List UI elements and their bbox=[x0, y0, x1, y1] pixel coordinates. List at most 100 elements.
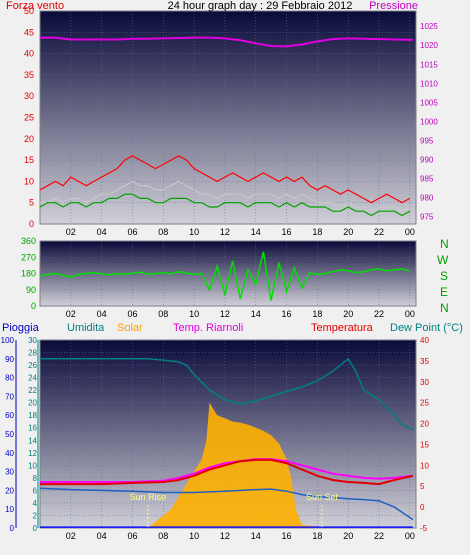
pressure-label: Pressione bbox=[369, 0, 418, 12]
humidity-series bbox=[40, 357, 414, 431]
rain-y-tick: 30 bbox=[5, 468, 14, 477]
solar-series bbox=[147, 402, 322, 528]
temp-y-tick: 10 bbox=[420, 461, 429, 470]
humidity-y-tick: 4 bbox=[33, 499, 38, 508]
sun-annotations: Sun Rise Sun Set bbox=[130, 492, 339, 528]
direction-x-tick: 18 bbox=[312, 309, 322, 319]
temperature-x-tick: 22 bbox=[374, 531, 384, 541]
rain-y-tick: 20 bbox=[5, 486, 14, 495]
humidity-y-tick: 18 bbox=[28, 411, 37, 420]
rain-y-tick: 10 bbox=[5, 505, 14, 514]
pressure-y-tick: 975 bbox=[420, 212, 434, 221]
humidity-y-tick: 14 bbox=[28, 436, 37, 445]
dew-point-label: Dew Point (°C) bbox=[390, 322, 463, 334]
pressure-y-tick: 1000 bbox=[420, 117, 438, 126]
wind-x-tick: 12 bbox=[220, 227, 230, 237]
temperature-x-tick: 00 bbox=[405, 531, 415, 541]
temperature-x-tick: 04 bbox=[97, 531, 107, 541]
rain-y-tick: 70 bbox=[5, 392, 14, 401]
humidity-y-tick: 28 bbox=[28, 349, 37, 358]
wind-panel bbox=[39, 10, 417, 225]
wind-y-tick: 35 bbox=[24, 70, 34, 80]
wind-y-tick: 15 bbox=[24, 155, 34, 165]
temperature-x-tick: 08 bbox=[158, 531, 168, 541]
wind-x-tick: 22 bbox=[374, 227, 384, 237]
pressure-y-tick: 1025 bbox=[420, 22, 438, 31]
humidity-y-tick: 26 bbox=[28, 361, 37, 370]
sunset-label: Sun Set bbox=[306, 492, 339, 502]
temp-y-tick: 5 bbox=[420, 482, 425, 491]
wind-speed-label: Forza vento bbox=[6, 0, 64, 12]
temp-y-tick: -5 bbox=[420, 524, 428, 533]
temperature-x-tick: 02 bbox=[66, 531, 76, 541]
direction-y-tick: 270 bbox=[21, 252, 36, 262]
humidity-y-tick: 12 bbox=[28, 449, 37, 458]
temperature-x-tick: 12 bbox=[220, 531, 230, 541]
direction-x-tick: 12 bbox=[220, 309, 230, 319]
wind-x-tick: 00 bbox=[405, 227, 415, 237]
humidity-y-tick: 30 bbox=[28, 336, 37, 345]
wind-y-tick: 30 bbox=[24, 91, 34, 101]
humidity-y-tick: 20 bbox=[28, 399, 37, 408]
temperature-x-tick: 16 bbox=[282, 531, 292, 541]
compass-e: E bbox=[440, 285, 448, 299]
temp-y-tick: 40 bbox=[420, 336, 429, 345]
wind-y-tick: 20 bbox=[24, 134, 34, 144]
temp-y-tick: 15 bbox=[420, 440, 429, 449]
direction-y-tick: 0 bbox=[31, 301, 36, 311]
direction-x-tick: 10 bbox=[189, 309, 199, 319]
rain-y-tick: 90 bbox=[5, 355, 14, 364]
pressure-y-tick: 1015 bbox=[420, 60, 438, 69]
humidity-y-tick: 0 bbox=[33, 524, 38, 533]
wind_line-line bbox=[40, 180, 411, 212]
temp-y-tick: 0 bbox=[420, 503, 425, 512]
indoor-temp-label: Temp. Riarnoli bbox=[173, 322, 243, 334]
rain-y-tick: 50 bbox=[5, 430, 14, 439]
humidity-y-tick: 6 bbox=[33, 486, 38, 495]
humidity-label: Umidita bbox=[67, 322, 105, 334]
rain-y-tick: 40 bbox=[5, 449, 14, 458]
humidity-y-tick: 24 bbox=[28, 374, 37, 383]
compass-n-bottom: N bbox=[440, 301, 449, 315]
rain-y-tick: 60 bbox=[5, 411, 14, 420]
pressure-y-tick: 1020 bbox=[420, 41, 438, 50]
solar-label: Solar bbox=[117, 322, 143, 334]
direction-x-tick: 14 bbox=[251, 309, 261, 319]
wind-x-tick: 02 bbox=[66, 227, 76, 237]
dew_point-series bbox=[39, 487, 414, 521]
direction-x-tick: 08 bbox=[158, 309, 168, 319]
pressure-y-tick: 985 bbox=[420, 174, 434, 183]
direction-x-tick: 20 bbox=[343, 309, 353, 319]
wind-x-tick: 10 bbox=[189, 227, 199, 237]
pressure-line bbox=[40, 36, 413, 48]
wind_avg-line bbox=[39, 155, 411, 204]
wind-x-tick: 14 bbox=[251, 227, 261, 237]
direction-x-tick: 00 bbox=[405, 309, 415, 319]
pressure-y-tick: 980 bbox=[420, 193, 434, 202]
temp-y-tick: 35 bbox=[420, 357, 429, 366]
humidity-y-tick: 2 bbox=[33, 511, 38, 520]
pressure-y-tick: 1005 bbox=[420, 98, 438, 107]
direction-line bbox=[39, 251, 410, 301]
wind-y-tick: 45 bbox=[24, 27, 34, 37]
compass-s: S bbox=[440, 269, 448, 283]
temperature-x-tick: 14 bbox=[251, 531, 261, 541]
wind-y-tick: 5 bbox=[29, 198, 34, 208]
humidity-y-tick: 8 bbox=[33, 474, 38, 483]
sunrise-label: Sun Rise bbox=[130, 492, 167, 502]
wind-x-tick: 06 bbox=[127, 227, 137, 237]
direction-x-tick: 22 bbox=[374, 309, 384, 319]
pressure-y-tick: 1010 bbox=[420, 79, 438, 88]
temp-y-tick: 20 bbox=[420, 420, 429, 429]
wind-y-tick: 40 bbox=[24, 49, 34, 59]
axis-tick-labels: 02 04 06 08 10 12 14 16 18 20 22 000510152025303540… bbox=[1, 6, 439, 541]
wind-x-tick: 20 bbox=[343, 227, 353, 237]
pressure-y-tick: 990 bbox=[420, 155, 434, 164]
direction-x-tick: 16 bbox=[282, 309, 292, 319]
compass-n-top: N bbox=[440, 237, 449, 251]
chart-title: 24 hour graph day : 29 Febbraio 2012 bbox=[168, 0, 353, 12]
humidity-y-tick: 10 bbox=[28, 461, 37, 470]
direction-y-tick: 180 bbox=[21, 269, 36, 279]
compass-w: W bbox=[437, 253, 449, 267]
